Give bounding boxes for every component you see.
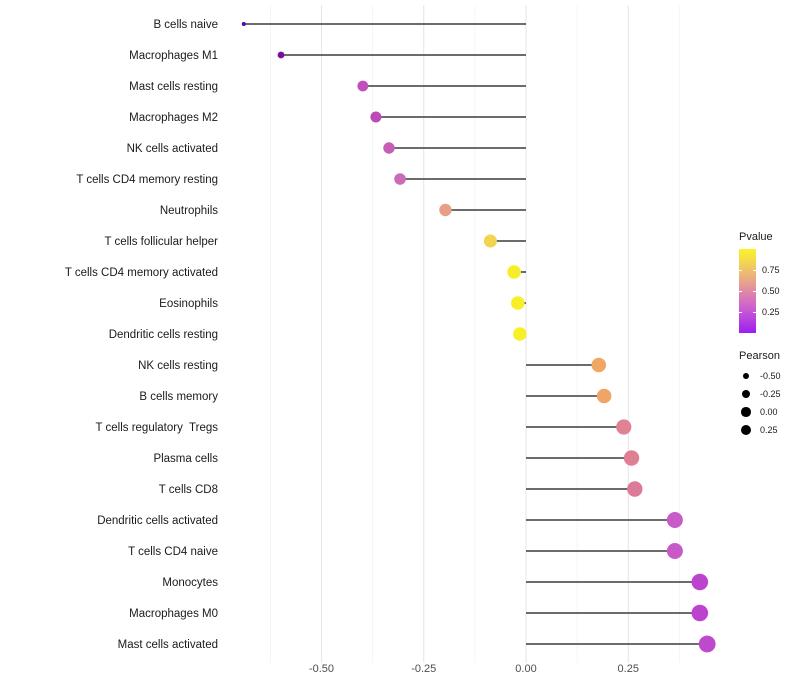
lollipop-dot xyxy=(698,635,716,653)
lollipop-dot xyxy=(666,512,683,528)
lollipop-dot xyxy=(627,481,643,497)
y-axis-label: Neutrophils xyxy=(160,205,218,217)
lollipop-dot xyxy=(616,419,632,435)
pvalue-color-legend: Pvalue 0.75 0.50 0.25 xyxy=(739,231,799,333)
pvalue-colorbar-gradient xyxy=(739,249,756,333)
y-axis-label: B cells naive xyxy=(153,19,218,31)
pearson-dot-cell xyxy=(739,390,753,398)
lollipop-dot xyxy=(483,234,497,248)
lollipop-dot xyxy=(383,142,395,154)
y-axis-label: T cells CD8 xyxy=(159,484,218,496)
y-axis-label: NK cells activated xyxy=(127,143,218,155)
colorbar-tick xyxy=(739,290,742,292)
pearson-legend-entry: 0.00 xyxy=(739,403,799,421)
pearson-dot-cell xyxy=(739,424,753,436)
y-axis-label: Dendritic cells resting xyxy=(109,329,218,341)
pearson-size-dot-icon xyxy=(742,372,750,380)
colorbar-tick-label: 0.50 xyxy=(762,286,780,296)
y-axis-label: Eosinophils xyxy=(159,298,218,310)
pearson-entry-label: 0.25 xyxy=(760,425,778,435)
pearson-legend-entry: -0.50 xyxy=(739,367,799,385)
x-axis-tick-label: -0.50 xyxy=(309,663,334,675)
y-axis-label: Mast cells resting xyxy=(129,81,218,93)
colorbar-tick xyxy=(739,269,742,271)
y-axis-label: T cells CD4 memory resting xyxy=(76,174,218,186)
pearson-size-dot-icon xyxy=(742,390,750,398)
pearson-entry-label: 0.00 xyxy=(760,407,778,417)
y-axis-label: NK cells resting xyxy=(138,360,218,372)
lollipop-dot xyxy=(596,388,612,404)
pearson-legend-title: Pearson xyxy=(739,350,780,362)
lollipop-dot xyxy=(241,22,246,26)
x-axis-tick-label: 0.00 xyxy=(515,663,536,675)
lollipop-dot xyxy=(623,450,640,466)
y-axis-label: T cells CD4 naive xyxy=(128,546,218,558)
lollipop-dot xyxy=(439,203,452,217)
lollipop-dot xyxy=(394,173,406,185)
pearson-dot-cell xyxy=(739,372,753,380)
y-axis-label: Macrophages M1 xyxy=(129,50,218,62)
pearson-size-dot-icon xyxy=(740,424,752,436)
pvalue-colorbar: 0.75 0.50 0.25 xyxy=(739,249,780,333)
y-axis-label: Dendritic cells activated xyxy=(97,515,218,527)
colorbar-tick xyxy=(739,311,742,313)
y-axis-label: T cells follicular helper xyxy=(104,236,218,248)
y-axis-label: Mast cells activated xyxy=(118,639,218,651)
lollipop-dot xyxy=(277,51,285,59)
colorbar-tick-label: 0.25 xyxy=(762,307,780,317)
x-axis-tick-label: -0.25 xyxy=(411,663,436,675)
y-axis-label: Plasma cells xyxy=(153,453,218,465)
y-axis-label: T cells CD4 memory activated xyxy=(65,267,218,279)
pearson-legend-entry: 0.25 xyxy=(739,421,799,439)
colorbar-tick xyxy=(753,290,756,292)
pearson-legend-entry: -0.25 xyxy=(739,385,799,403)
lollipop-dot xyxy=(511,296,525,310)
lollipop-dot xyxy=(691,604,709,622)
lollipop-dot xyxy=(370,111,382,123)
pearson-size-dot-icon xyxy=(741,407,751,417)
y-axis-label: Macrophages M0 xyxy=(129,608,218,620)
lollipop-dot xyxy=(513,327,527,341)
lollipop-dot xyxy=(591,357,607,373)
colorbar-tick xyxy=(753,311,756,313)
pearson-entry-label: -0.50 xyxy=(760,371,781,381)
lollipop-dot xyxy=(666,543,683,559)
x-axis-tick-label: 0.25 xyxy=(618,663,639,675)
pvalue-legend-title: Pvalue xyxy=(739,231,773,243)
pearson-size-legend: Pearson -0.50 -0.25 0.00 0.25 xyxy=(739,350,799,439)
lollipop-dot xyxy=(507,265,521,279)
colorbar-tick-label: 0.75 xyxy=(762,265,780,275)
y-axis-label: B cells memory xyxy=(139,391,218,403)
y-axis-label: Monocytes xyxy=(162,577,218,589)
pearson-dot-cell xyxy=(739,407,753,417)
pearson-entry-label: -0.25 xyxy=(760,389,781,399)
lollipop-dot xyxy=(357,80,369,92)
y-axis-label: Macrophages M2 xyxy=(129,112,218,124)
lollipop-dot xyxy=(691,573,709,591)
pearson-legend-entries: -0.50 -0.25 0.00 0.25 xyxy=(739,367,799,439)
colorbar-tick xyxy=(753,269,756,271)
y-axis-label: T cells regulatory Tregs xyxy=(95,422,218,434)
